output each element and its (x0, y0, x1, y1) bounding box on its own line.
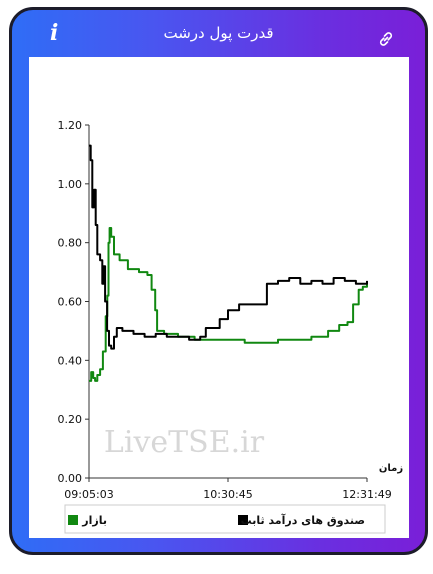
legend-swatch-fixed-income (238, 515, 248, 525)
widget-title: قدرت پول درشت (163, 24, 274, 42)
x-tick-label: 10:30:45 (203, 488, 252, 501)
link-icon[interactable] (377, 30, 395, 48)
y-tick-label: 0.00 (58, 472, 83, 485)
legend-label-market: بازار (81, 514, 107, 527)
series-line-market (89, 227, 368, 382)
y-tick-label: 0.20 (58, 413, 83, 426)
y-tick-label: 0.60 (58, 296, 83, 309)
y-tick-label: 0.40 (58, 354, 83, 367)
x-tick-label: 12:31:49 (342, 488, 391, 501)
legend-swatch-market (68, 515, 78, 525)
legend-box (64, 504, 386, 534)
y-tick-label: 0.80 (58, 237, 83, 250)
widget-card: i قدرت پول درشت LiveTSE.ir 0.00 0.20 0.40 0… (9, 7, 428, 555)
widget-header: i قدرت پول درشت (12, 10, 425, 60)
chart-axes: 0.00 0.20 0.40 0.60 0.80 1.00 1.20 09:05:03 10:3… (58, 119, 392, 501)
series-line-fixed-income (89, 144, 368, 350)
y-tick-label: 1.00 (58, 178, 83, 191)
x-axis-label: زمان (379, 463, 403, 474)
chart-series (89, 144, 368, 382)
chart-panel: LiveTSE.ir 0.00 0.20 0.40 0.60 0.80 1.00 1.20 0… (29, 57, 409, 538)
chart-legend: بازار صندوق های درآمد ثابت (64, 504, 386, 534)
legend-label-fixed-income: صندوق های درآمد ثابت (241, 513, 365, 527)
x-tick-label: 09:05:03 (64, 488, 113, 501)
info-icon[interactable]: i (50, 20, 59, 46)
line-chart: LiveTSE.ir 0.000.200.400.600.801.001.200… (58, 119, 403, 534)
watermark: LiveTSE.ir (104, 425, 265, 460)
y-tick-label: 1.20 (58, 119, 83, 132)
